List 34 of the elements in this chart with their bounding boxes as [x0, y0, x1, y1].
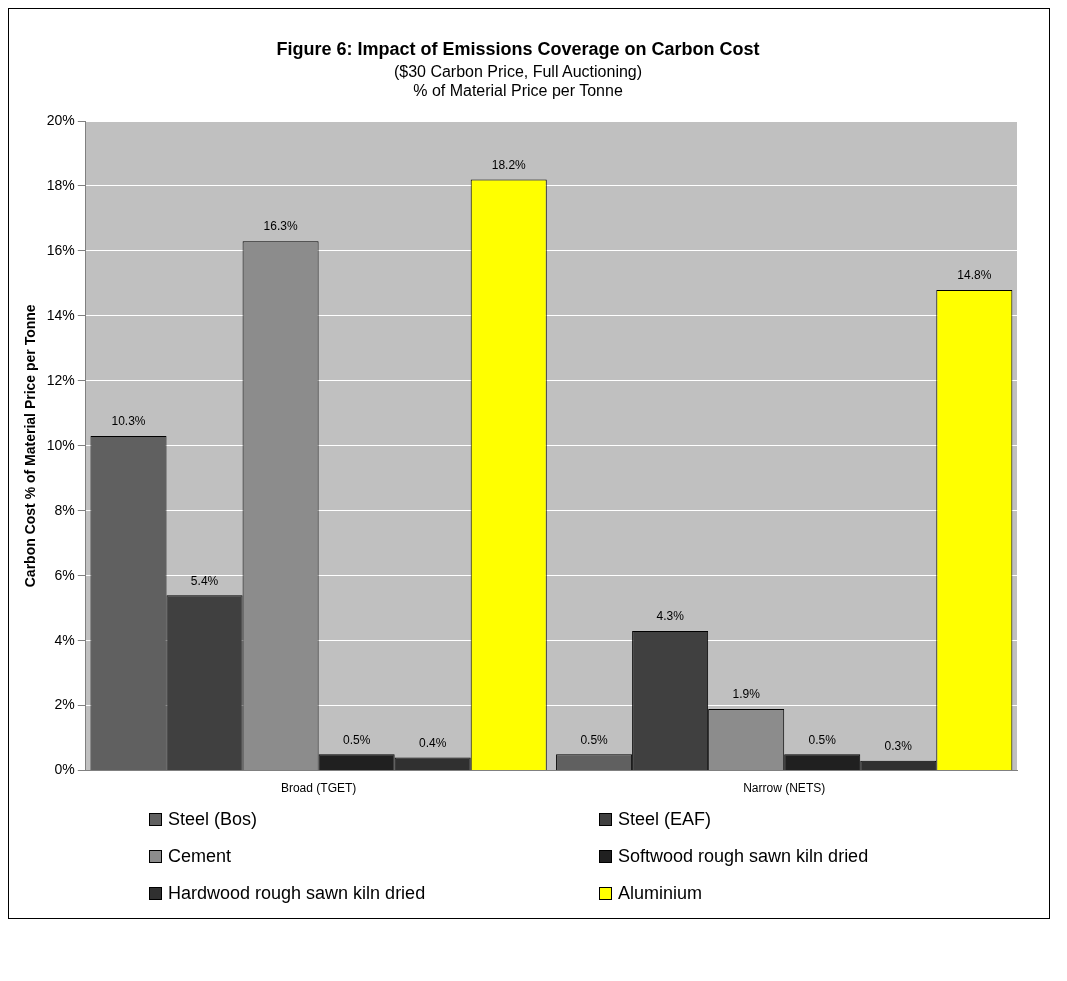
legend-label: Hardwood rough sawn kiln dried [168, 883, 426, 904]
legend-label: Steel (EAF) [618, 809, 712, 830]
chart-title: Figure 6: Impact of Emissions Coverage on Carbon Cost [276, 38, 760, 59]
y-tick-label: 10% [46, 436, 75, 453]
legend-label: Softwood rough sawn kiln dried [618, 846, 869, 867]
data-label: 16.3% [263, 219, 298, 234]
data-label: 0.5% [580, 732, 609, 747]
data-label: 1.9% [732, 687, 761, 702]
y-tick-label: 14% [46, 306, 75, 323]
y-tick-label: 12% [46, 371, 75, 388]
data-label: 18.2% [491, 157, 527, 172]
data-label: 10.3% [111, 414, 146, 429]
y-tick-label: 18% [46, 176, 75, 193]
legend-label: Steel (Bos) [168, 809, 258, 830]
data-label: 0.4% [419, 735, 447, 750]
legend-label: Cement [168, 846, 232, 867]
data-label: 14.8% [957, 268, 992, 283]
chart-subtitle: ($30 Carbon Price, Full Auctioning) % of Material Price per Tonne [393, 62, 643, 99]
data-label: 0.5% [808, 732, 837, 747]
y-tick-label: 20% [46, 111, 75, 128]
y-tick-label: 4% [54, 631, 75, 648]
y-tick-label: 16% [46, 241, 75, 258]
data-label: 0.5% [342, 732, 371, 747]
y-axis-title: Carbon Cost % of Material Price per Tonne [22, 304, 39, 588]
data-label: 0.3% [884, 739, 913, 754]
x-tick-label: Narrow (NETS) [743, 781, 826, 796]
y-tick-label: 0% [54, 761, 75, 778]
y-tick-label: 2% [54, 696, 75, 713]
data-label: 5.4% [190, 573, 219, 588]
data-label: 4.3% [656, 609, 685, 624]
y-tick-label: 8% [54, 501, 75, 518]
legend-label: Aluminium [618, 883, 703, 904]
y-tick-label: 6% [54, 566, 75, 583]
x-tick-label: Broad (TGET) [280, 781, 357, 796]
